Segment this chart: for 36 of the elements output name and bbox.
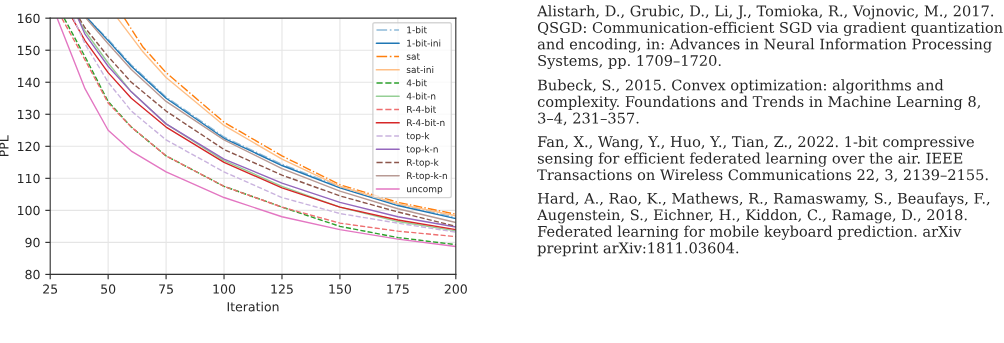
- legend-label: uncomp: [407, 187, 443, 195]
- y-tick-label: 150: [17, 45, 40, 56]
- legend-label: R-top-k: [407, 158, 439, 168]
- legend-label: top-k: [406, 132, 430, 142]
- y-tick-label: 100: [17, 205, 40, 216]
- legend-label: R-4-bit-n: [407, 119, 445, 127]
- x-tick-label: 200: [444, 284, 467, 294]
- y-tick-label: 140: [17, 77, 40, 88]
- y-tick-label: 110: [17, 173, 40, 184]
- y-tick-label: 120: [17, 141, 40, 152]
- legend-label: R-top-k-n: [407, 172, 447, 181]
- legend-label: 4-bit-n: [406, 92, 436, 100]
- legend-label: 1-bit-ini: [407, 39, 441, 47]
- text: Fan, X., Wang, Y., Huo, Y., Tian, Z., 2022. 1-bit compressive sensing for efficient federated learning over the air. IEEE Transactions on Wireless Communications 22, 3, 2139–2155.: [537, 135, 988, 183]
- legend-label: 4-bit: [406, 79, 427, 87]
- y-tick-label: 90: [25, 237, 40, 248]
- legend-label: top-k-n: [406, 145, 438, 155]
- x-tick-label: 25: [43, 284, 58, 294]
- legend-label: sat-ini: [406, 66, 434, 74]
- x-tick-label: 100: [213, 284, 236, 294]
- text: Bubeck, S., 2015. Convex optimization: algorithms and complexity. Foundations and Trends in Machine Learning 8, 3–4, 231–357.: [537, 79, 980, 126]
- legend-label: 1-bit: [407, 26, 427, 34]
- legend-label: R-4-bit: [407, 105, 436, 113]
- text: Hard, A., Rao, K., Mathews, R., Ramaswamy, S., Beaufays, F., Augenstein, S., Eichner, H., Kiddon, C., Ramage, D., 2018. Federated learning for mobile keyboard prediction. arXiv preprint arXiv:1811.03604.: [537, 192, 990, 257]
- x-tick-label: 75: [159, 284, 173, 294]
- x-tick-label: 50: [101, 284, 116, 294]
- x-axis-title: Iteration: [227, 301, 279, 312]
- text: Alistarh, D., Grubic, D., Li, J., Tomioka, R., Vojnovic, M., 2017. QSGD: Communication-efficient SGD via gradient quantization and encoding, in: Advances in Neural Information Processing Systems, pp. 1709–1720.: [537, 5, 1003, 70]
- x-tick-label: 175: [387, 284, 409, 294]
- y-axis-title: PPL: [0, 135, 9, 157]
- y-tick-label: 80: [25, 269, 40, 280]
- y-tick-label: 130: [17, 109, 40, 120]
- legend-label: sat: [406, 53, 420, 60]
- y-tick-label: 160: [17, 13, 40, 24]
- x-tick-label: 125: [271, 284, 293, 294]
- x-tick-label: 150: [329, 284, 352, 294]
